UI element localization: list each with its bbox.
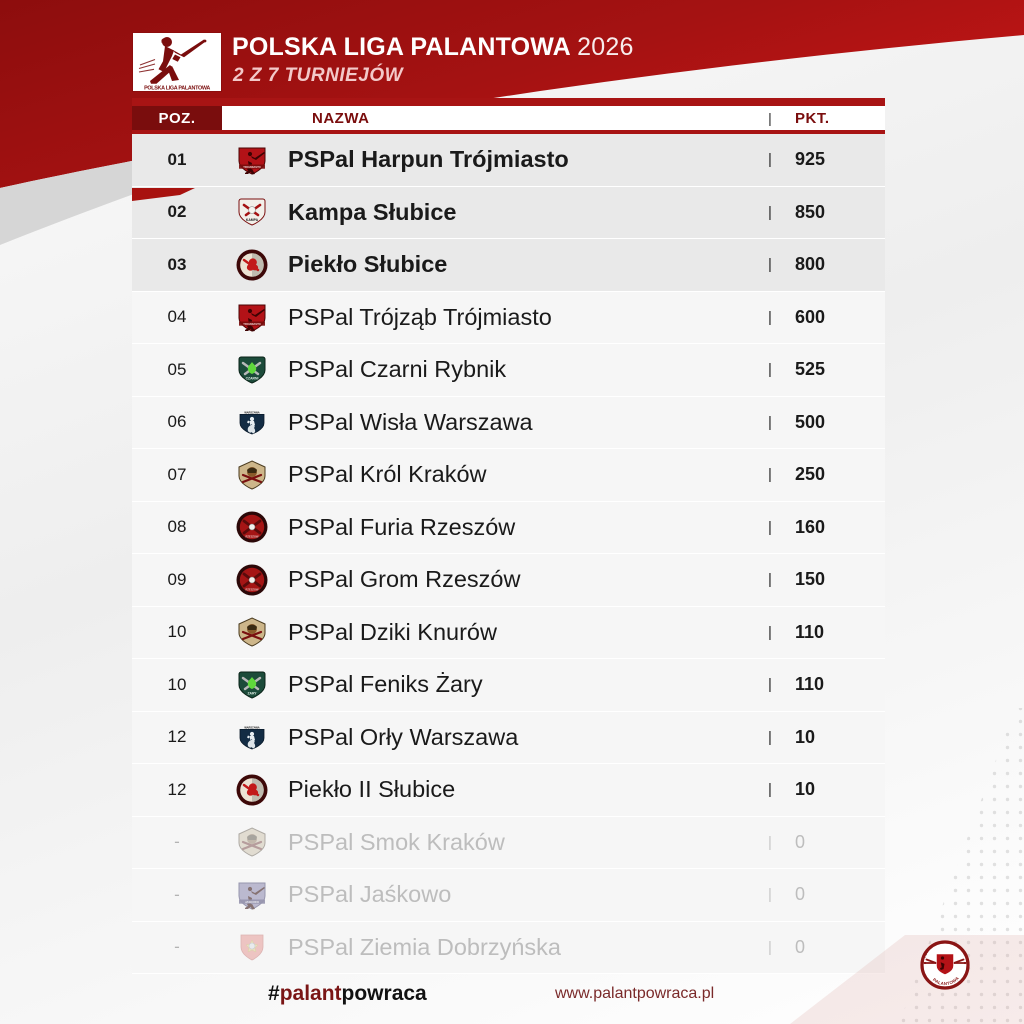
svg-text:JASKOWO: JASKOWO	[245, 900, 259, 904]
svg-text:RZESZOW: RZESZOW	[246, 587, 260, 591]
svg-text:TROJMIASTO: TROJMIASTO	[243, 165, 261, 169]
svg-text:ZARY: ZARY	[247, 691, 257, 695]
svg-text:POLSKA LIGA PALANTOWA: POLSKA LIGA PALANTOWA	[144, 86, 210, 92]
svg-text:CZARNI: CZARNI	[246, 376, 259, 380]
svg-text:KAMPA: KAMPA	[246, 218, 259, 222]
svg-text:TROJMIASTO: TROJMIASTO	[243, 322, 261, 326]
svg-text:RZESZOW: RZESZOW	[246, 535, 260, 539]
